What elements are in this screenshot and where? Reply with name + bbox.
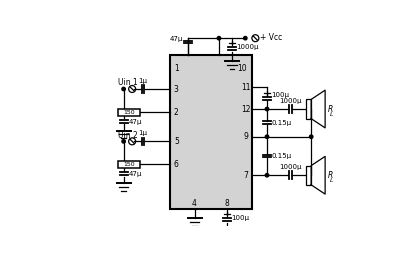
Text: 1000μ: 1000μ [279, 98, 302, 104]
Polygon shape [311, 156, 325, 194]
Text: 1: 1 [174, 65, 179, 73]
Text: 7: 7 [244, 171, 248, 180]
Text: 1000μ: 1000μ [236, 44, 258, 51]
Text: 12: 12 [241, 104, 251, 114]
Text: 100μ: 100μ [272, 92, 290, 98]
Text: L: L [330, 112, 333, 117]
Circle shape [265, 173, 269, 177]
Text: 47μ: 47μ [128, 119, 142, 125]
Circle shape [310, 135, 313, 138]
Text: 9: 9 [244, 132, 248, 141]
Circle shape [217, 37, 221, 40]
Text: + Vcc: + Vcc [260, 33, 282, 42]
Circle shape [122, 87, 125, 91]
Text: 47μ: 47μ [128, 171, 142, 178]
Text: 10: 10 [237, 65, 247, 73]
Text: 1μ: 1μ [138, 130, 148, 136]
Bar [118, 161, 140, 168]
Text: 3: 3 [174, 85, 179, 93]
Text: 100μ: 100μ [231, 215, 249, 221]
Text: L: L [330, 178, 333, 183]
Bar [306, 99, 311, 119]
Text: R: R [328, 104, 333, 114]
Text: 5: 5 [174, 137, 179, 146]
Text: 0.15μ: 0.15μ [272, 153, 292, 159]
Text: 8: 8 [225, 199, 230, 208]
Text: R: R [328, 171, 333, 180]
Text: 6: 6 [174, 160, 179, 169]
Text: 150: 150 [123, 109, 135, 115]
Text: 47μ: 47μ [170, 36, 183, 42]
Bar [170, 55, 252, 209]
Text: 11: 11 [241, 83, 251, 92]
Bar [118, 109, 140, 116]
Circle shape [265, 107, 269, 111]
Text: 150: 150 [123, 162, 135, 167]
Polygon shape [311, 90, 325, 128]
Text: Uin 1: Uin 1 [118, 78, 137, 87]
Text: 1000μ: 1000μ [279, 164, 302, 170]
Text: Uin 2: Uin 2 [118, 131, 137, 140]
Circle shape [265, 135, 269, 138]
Bar [306, 166, 311, 185]
Circle shape [244, 37, 247, 40]
Text: 1μ: 1μ [138, 77, 148, 84]
Text: 4: 4 [192, 199, 197, 208]
Text: 0.15μ: 0.15μ [272, 120, 292, 126]
Text: 2: 2 [174, 108, 179, 117]
Circle shape [122, 140, 125, 143]
